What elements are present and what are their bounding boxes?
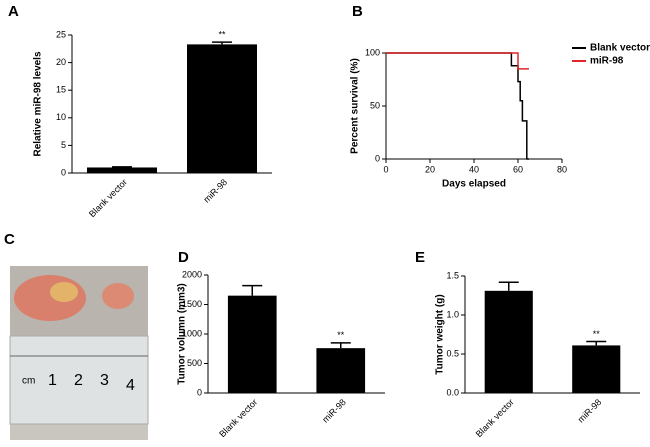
error-bar: [212, 41, 232, 45]
y-axis-label: Percent survival (%): [350, 58, 361, 154]
tumor-small: [102, 283, 134, 309]
x-tick-label: 20: [425, 164, 435, 174]
panel-label: A: [8, 3, 19, 20]
panel-label: D: [178, 249, 189, 266]
survival-line: [386, 52, 529, 160]
x-tick-label: Blank vector: [87, 177, 129, 219]
panel-label: B: [352, 3, 363, 20]
ruler-label: 3: [100, 372, 109, 389]
annotation: **: [337, 330, 345, 340]
x-tick-label: Blank vector: [474, 397, 516, 439]
x-tick-label: 60: [513, 164, 523, 174]
x-tick-label: miR-98: [320, 397, 348, 425]
ruler: [9, 335, 149, 425]
y-tick-label: 0.5: [446, 348, 459, 358]
ruler-label: 4: [126, 377, 135, 394]
ruler-label: 2: [74, 372, 83, 389]
photo: C cm 1 2 3 4: [4, 231, 149, 440]
bar: [227, 295, 277, 393]
y-tick-label: 25: [56, 29, 66, 39]
error-bar: [498, 281, 519, 291]
y-tick-label: 100: [365, 47, 380, 57]
annotation: **: [593, 329, 601, 339]
error-bar: [112, 166, 132, 168]
error-bar: [330, 342, 351, 349]
y-tick-label: 5: [61, 140, 66, 150]
y-tick-label: 20: [56, 57, 66, 67]
annotation: **: [218, 30, 226, 40]
x-tick-label: Blank vector: [217, 397, 259, 439]
x-tick-label: 0: [383, 164, 388, 174]
y-tick-label: 500: [187, 358, 202, 368]
y-axis-label: Tumor weight (g): [435, 294, 446, 374]
y-tick-label: 2000: [182, 269, 202, 279]
bar: [572, 345, 621, 393]
x-tick-label: miR-98: [576, 397, 604, 425]
y-tick-label: 1.0: [446, 309, 459, 319]
y-tick-label: 0: [375, 153, 380, 163]
ruler-label: cm: [22, 376, 35, 387]
y-tick-label: 10: [56, 112, 66, 122]
tumor-highlight: [50, 282, 78, 302]
y-tick-label: 0: [197, 387, 202, 397]
x-tick-label: 80: [557, 164, 567, 174]
error-bar: [586, 340, 607, 346]
bar: [87, 167, 157, 173]
y-tick-label: 1.5: [446, 270, 459, 280]
y-axis-label: Relative miR-98 levels: [33, 51, 44, 156]
survival-line: [386, 52, 529, 70]
x-tick-label: miR-98: [202, 177, 230, 205]
y-axis-label: Tumor volumn (mm3): [177, 283, 188, 384]
bar: [187, 44, 257, 173]
y-tick-label: 50: [370, 100, 380, 110]
y-tick-label: 0: [61, 167, 66, 177]
panel-label: E: [415, 249, 425, 266]
bar: [484, 290, 533, 393]
x-axis-label: Days elapsed: [442, 179, 506, 190]
bar: [316, 348, 366, 393]
y-tick-label: 15: [56, 85, 66, 95]
panel-label: C: [4, 231, 15, 248]
legend-label: miR-98: [590, 56, 624, 67]
error-bar: [242, 284, 263, 296]
x-tick-label: 40: [469, 164, 479, 174]
ruler-label: 1: [48, 372, 57, 389]
y-tick-label: 1000: [182, 328, 202, 338]
y-tick-label: 0.0: [446, 387, 459, 397]
legend-label: Blank vector: [590, 43, 650, 54]
y-tick-label: 1500: [182, 299, 202, 309]
